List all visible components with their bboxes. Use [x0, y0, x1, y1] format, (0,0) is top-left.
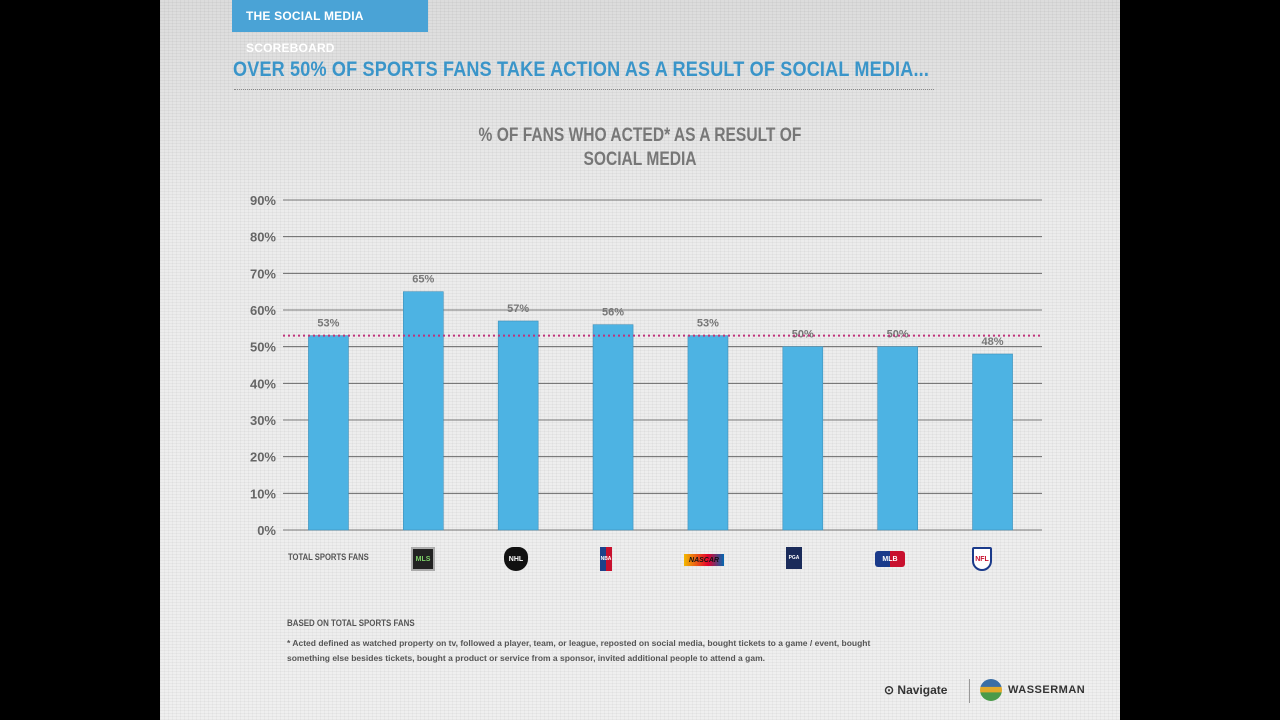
bar — [972, 353, 1013, 531]
nba-logo-icon: NBA — [600, 547, 612, 571]
y-tick-label: 60% — [250, 303, 276, 318]
nfl-logo-icon: NFL — [972, 547, 992, 571]
chart-title-line-1: % OF FANS WHO ACTED* AS A RESULT OF — [478, 125, 802, 146]
y-tick-label: 0% — [257, 523, 276, 538]
page-headline: OVER 50% OF SPORTS FANS TAKE ACTION AS A… — [233, 58, 930, 81]
y-tick-label: 30% — [250, 413, 276, 428]
wasserman-globe-icon — [980, 679, 1002, 701]
y-tick-label: 70% — [250, 266, 276, 281]
chart-title-line-2: SOCIAL MEDIA — [583, 149, 697, 170]
y-tick-label: 20% — [250, 450, 276, 465]
nascar-logo-icon: NASCAR — [684, 554, 724, 566]
bar — [403, 291, 444, 531]
bar-chart: 0% 10% 20% 30% 40% 50% 60% 70% 80% 90% 53% 65% 57% 56… — [250, 193, 1042, 538]
footnote-text: * Acted defined as watched property on t… — [287, 638, 871, 663]
bar — [592, 324, 634, 531]
bar — [687, 335, 729, 531]
navigate-label: Navigate — [897, 683, 948, 697]
bar — [308, 335, 349, 531]
data-label: 57% — [507, 303, 529, 315]
data-label: 48% — [982, 336, 1004, 348]
y-tick-label: 10% — [250, 486, 276, 501]
y-tick-label: 50% — [250, 340, 276, 355]
wasserman-brand: WASSERMAN — [980, 679, 1085, 701]
data-label: 53% — [697, 318, 719, 330]
y-tick-label: 80% — [250, 230, 276, 245]
slide: THE SOCIAL MEDIA SCOREBOARD OVER 50% OF … — [160, 0, 1120, 720]
section-tag: THE SOCIAL MEDIA SCOREBOARD — [232, 0, 428, 55]
data-label: 50% — [792, 329, 814, 341]
navigate-brand: ⊙ Navigate — [884, 683, 947, 697]
y-tick-label: 90% — [250, 193, 276, 208]
data-label: 65% — [412, 274, 434, 286]
wasserman-label: WASSERMAN — [1008, 684, 1086, 696]
data-label: 50% — [887, 329, 909, 341]
chart-title: % OF FANS WHO ACTED* AS A RESULT OF SOCI… — [160, 124, 1120, 172]
navigate-icon: ⊙ — [884, 683, 895, 697]
headline-divider — [234, 89, 934, 90]
brand-divider — [969, 679, 970, 703]
bar — [782, 346, 824, 531]
y-tick-label: 40% — [250, 376, 276, 391]
category-label-total-sports-fans: TOTAL SPORTS FANS — [288, 552, 369, 562]
data-label: 53% — [317, 318, 339, 330]
bar — [497, 320, 539, 531]
footnote-title: BASED ON TOTAL SPORTS FANS — [287, 618, 415, 628]
mls-logo-icon: MLS — [411, 547, 435, 571]
data-label: 56% — [602, 307, 624, 319]
pga-tour-logo-icon: PGA — [786, 547, 802, 569]
mlb-logo-icon: MLB — [875, 551, 905, 567]
nhl-logo-icon: NHL — [504, 547, 528, 571]
bar — [877, 346, 918, 531]
